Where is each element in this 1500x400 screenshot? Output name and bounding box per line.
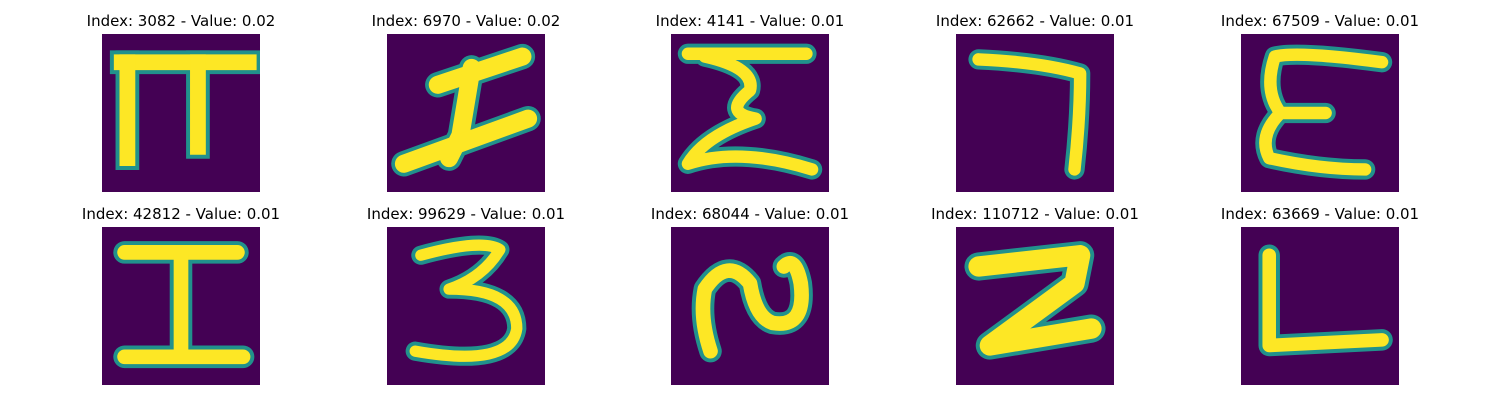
panel-title: Index: 63669 - Value: 0.01 (1220, 205, 1420, 223)
panel-6: Index: 42812 - Value: 0.01 (82, 205, 280, 385)
panel-7: Index: 99629 - Value: 0.01 (367, 205, 565, 385)
panel-8: Index: 68044 - Value: 0.01 (651, 205, 849, 385)
panel-title: Index: 6970 - Value: 0.02 (371, 12, 561, 30)
digit-image (387, 34, 545, 192)
digit-image (102, 227, 260, 385)
squiggle-glyph (691, 252, 813, 363)
pi-glyph (109, 50, 260, 170)
seven-glyph (968, 49, 1091, 180)
panel-title: Index: 67509 - Value: 0.01 (1220, 12, 1420, 30)
panel-title: Index: 3082 - Value: 0.02 (86, 12, 276, 30)
digit-image (671, 227, 829, 385)
panel-9: Index: 110712 - Value: 0.01 (931, 205, 1139, 385)
panel-3: Index: 4141 - Value: 0.01 (656, 12, 844, 194)
panel-title: Index: 62662 - Value: 0.01 (935, 12, 1135, 30)
digit-image (387, 227, 545, 385)
i-glyph (113, 241, 255, 369)
panel-2: Index: 6970 - Value: 0.02 (372, 12, 560, 194)
digit-image (671, 34, 829, 192)
digit-image (956, 34, 1114, 192)
z-glyph (964, 241, 1106, 360)
l-glyph (1258, 244, 1393, 357)
cross-glyph (391, 43, 541, 177)
panel-title: Index: 68044 - Value: 0.01 (650, 205, 850, 223)
e-glyph (1255, 44, 1393, 180)
panel-4: Index: 62662 - Value: 0.01 (936, 12, 1134, 194)
panel-5: Index: 67509 - Value: 0.01 (1221, 12, 1419, 194)
panel-title: Index: 4141 - Value: 0.01 (655, 12, 845, 30)
panel-title: Index: 110712 - Value: 0.01 (931, 205, 1139, 223)
digit-image (102, 34, 260, 192)
sigma-glyph (677, 43, 823, 180)
panel-title: Index: 99629 - Value: 0.01 (366, 205, 566, 223)
digit-image (956, 227, 1114, 385)
panel-10: Index: 63669 - Value: 0.01 (1221, 205, 1419, 385)
digit-image (1241, 34, 1399, 192)
panel-title: Index: 42812 - Value: 0.01 (81, 205, 281, 223)
digit-image (1241, 227, 1399, 385)
panel-1: Index: 3082 - Value: 0.02 (87, 12, 275, 194)
three-glyph (405, 235, 527, 366)
